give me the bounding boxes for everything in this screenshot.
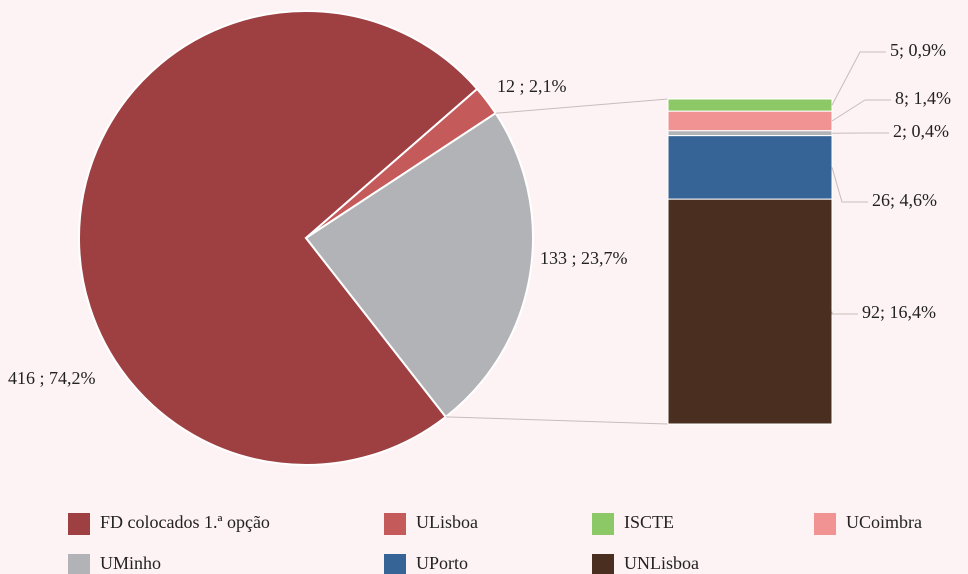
data-label: 8; 1,4% bbox=[895, 88, 951, 108]
data-label: 2; 0,4% bbox=[893, 121, 949, 141]
data-label: 416 ; 74,2% bbox=[8, 368, 96, 388]
bar-segment bbox=[667, 198, 833, 425]
legend-swatch bbox=[592, 554, 614, 574]
legend-swatch bbox=[592, 513, 614, 535]
leader-line bbox=[831, 311, 858, 315]
connector bbox=[495, 98, 669, 114]
pie-slice bbox=[304, 111, 534, 419]
leader-line bbox=[831, 167, 868, 203]
legend-swatch bbox=[68, 554, 90, 574]
data-label: 5; 0,9% bbox=[890, 40, 946, 60]
legend-label: UNLisboa bbox=[624, 553, 699, 573]
legend-swatch bbox=[384, 513, 406, 535]
pie-slice bbox=[78, 10, 479, 466]
legend-label: UPorto bbox=[416, 553, 468, 573]
legend-label: ISCTE bbox=[624, 512, 674, 532]
leader-line bbox=[831, 99, 891, 122]
bar-segment bbox=[667, 110, 833, 132]
data-label: 92; 16,4% bbox=[862, 302, 936, 322]
bar-segment bbox=[667, 98, 833, 112]
data-label: 12 ; 2,1% bbox=[497, 76, 567, 96]
legend-label: UCoimbra bbox=[846, 512, 922, 532]
connector bbox=[445, 416, 669, 425]
legend-swatch bbox=[68, 513, 90, 535]
data-label: 133 ; 23,7% bbox=[540, 248, 628, 268]
bar-segment bbox=[667, 135, 833, 200]
leader-line bbox=[831, 51, 886, 106]
legend-label: UMinho bbox=[100, 553, 161, 573]
legend-swatch bbox=[814, 513, 836, 535]
data-label: 26; 4,6% bbox=[872, 190, 937, 210]
legend-label: ULisboa bbox=[416, 512, 478, 532]
bar-segment bbox=[667, 130, 833, 137]
legend-label: FD colocados 1.ª opção bbox=[100, 512, 270, 532]
legend-swatch bbox=[384, 554, 406, 574]
